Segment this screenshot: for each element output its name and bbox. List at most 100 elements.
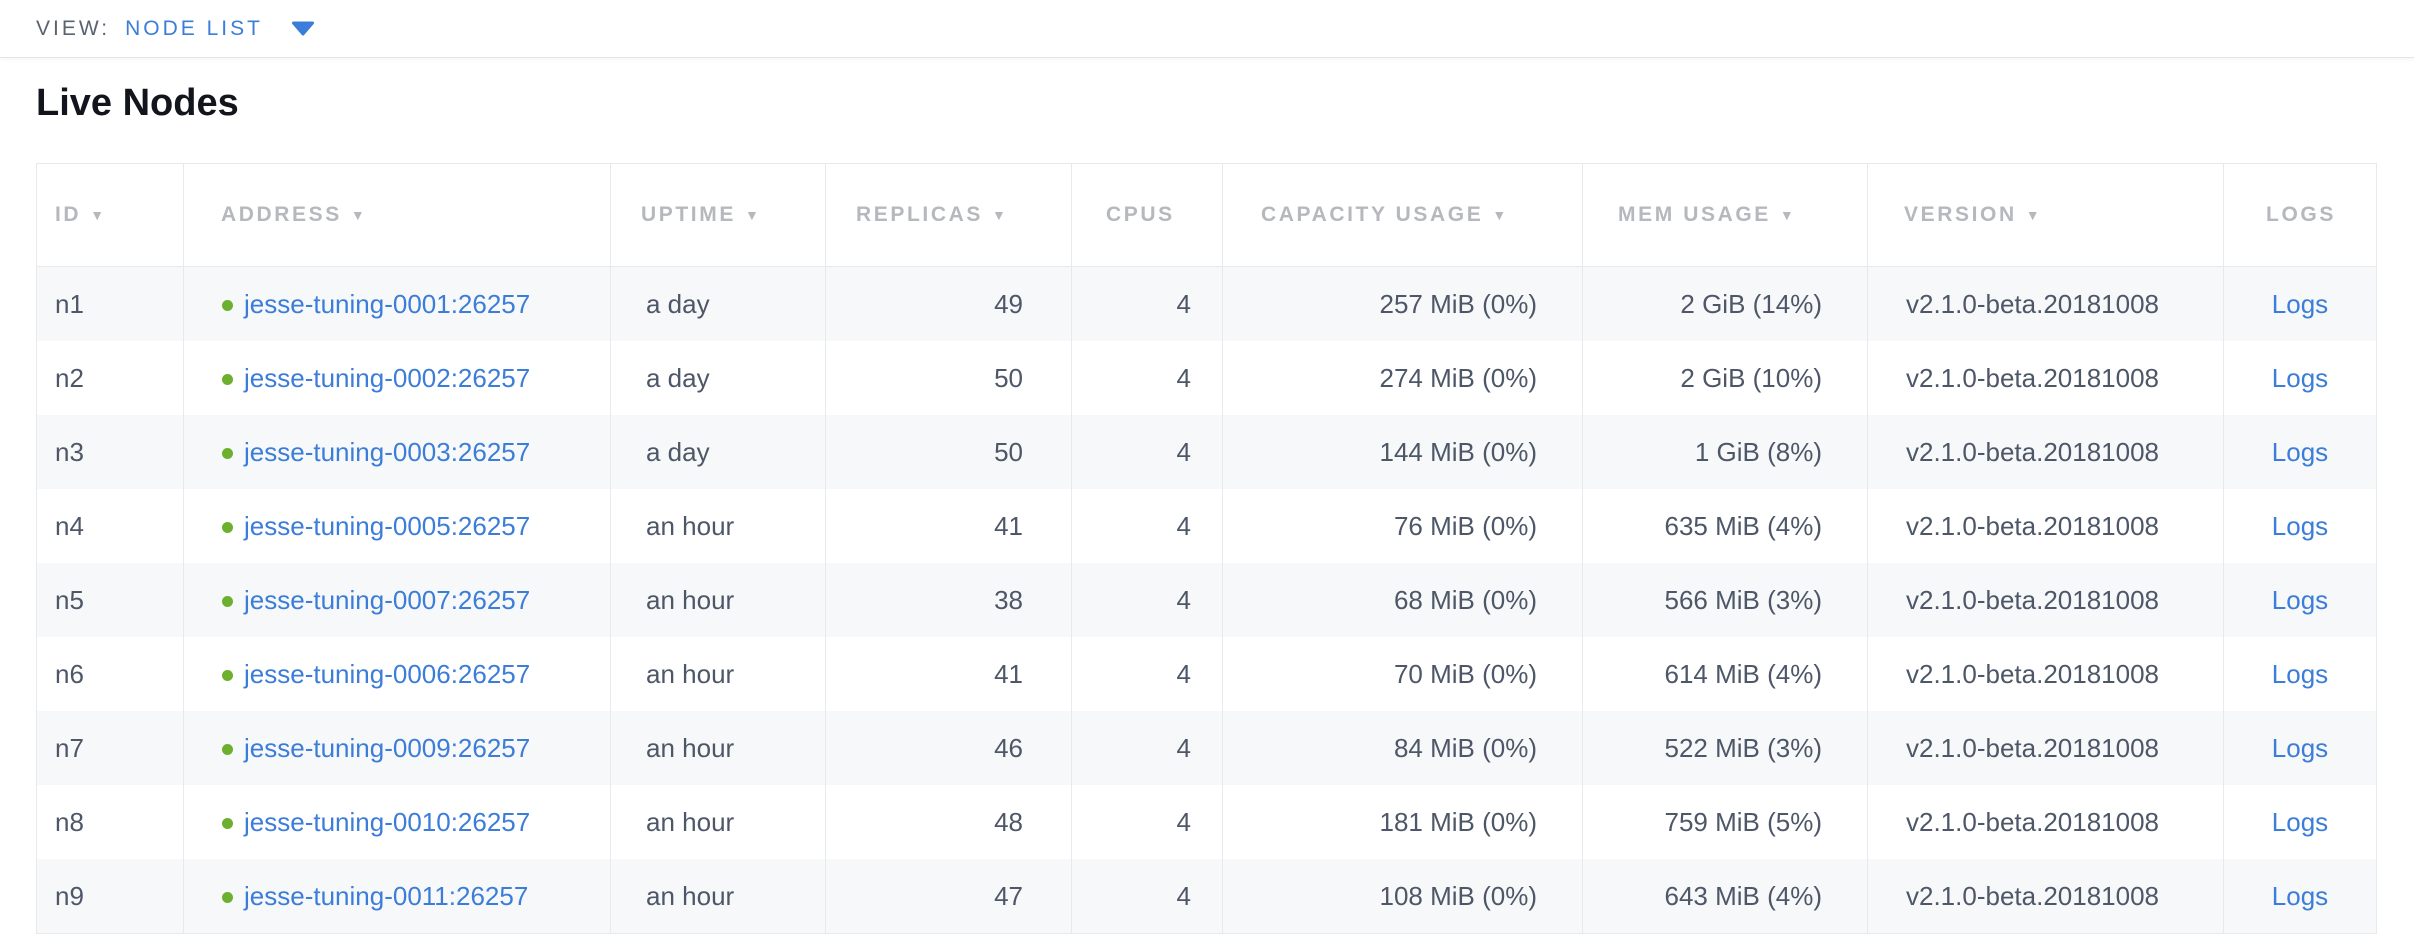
node-version: v2.1.0-beta.20181008 xyxy=(1906,584,2159,615)
node-live-status-dot-icon xyxy=(222,817,233,829)
node-id-cell: n9 xyxy=(37,859,184,934)
node-mem-usage-cell: 643 MiB (4%) xyxy=(1582,859,1868,934)
node-capacity-usage-cell: 257 MiB (0%) xyxy=(1222,266,1583,341)
node-id: n4 xyxy=(55,510,84,541)
table-row: n1 jesse-tuning-0001:26257 a day 49 4 25… xyxy=(36,266,2377,342)
node-uptime-cell: an hour xyxy=(610,859,826,934)
node-id-cell: n8 xyxy=(37,785,184,859)
node-logs-cell: Logs xyxy=(2223,859,2377,934)
node-cpus-cell: 4 xyxy=(1071,563,1223,637)
sort-caret-icon: ▼ xyxy=(1492,207,1509,223)
node-id-cell: n4 xyxy=(37,489,184,563)
live-nodes-table-container: ID ▼ ADDRESS ▼ UPTIME ▼ REPLICAS ▼ CPUS CAPA… xyxy=(36,163,2378,934)
node-capacity-usage: 257 MiB (0%) xyxy=(1379,288,1538,319)
node-address-link[interactable]: jesse-tuning-0003:26257 xyxy=(244,436,531,467)
view-selector-dropdown[interactable]: NODE LIST xyxy=(125,17,315,41)
node-address-link[interactable]: jesse-tuning-0009:26257 xyxy=(244,732,531,763)
node-version: v2.1.0-beta.20181008 xyxy=(1906,658,2159,689)
table-row: n6 jesse-tuning-0006:26257 an hour 41 4 … xyxy=(36,637,2377,711)
table-row: n7 jesse-tuning-0009:26257 an hour 46 4 … xyxy=(36,711,2377,785)
node-address-cell: jesse-tuning-0009:26257 xyxy=(183,711,611,785)
column-header-replicas[interactable]: REPLICAS ▼ xyxy=(825,163,1072,267)
node-replicas-cell: 47 xyxy=(825,859,1072,934)
node-version-cell: v2.1.0-beta.20181008 xyxy=(1867,859,2224,934)
node-mem-usage: 614 MiB (4%) xyxy=(1664,658,1823,689)
node-logs-cell: Logs xyxy=(2223,415,2377,489)
node-address-link[interactable]: jesse-tuning-0005:26257 xyxy=(244,510,531,541)
logs-link[interactable]: Logs xyxy=(2271,732,2329,763)
node-address-link[interactable]: jesse-tuning-0011:26257 xyxy=(244,880,529,911)
node-capacity-usage: 84 MiB (0%) xyxy=(1393,732,1537,763)
node-uptime-cell: a day xyxy=(610,341,826,415)
node-mem-usage: 643 MiB (4%) xyxy=(1664,880,1823,911)
node-mem-usage: 2 GiB (14%) xyxy=(1680,288,1822,319)
node-mem-usage: 759 MiB (5%) xyxy=(1664,806,1823,837)
node-cpus: 4 xyxy=(1176,362,1191,393)
column-header-address[interactable]: ADDRESS ▼ xyxy=(183,163,611,267)
node-address-link[interactable]: jesse-tuning-0002:26257 xyxy=(244,362,531,393)
node-uptime: an hour xyxy=(646,732,735,763)
node-replicas: 47 xyxy=(994,880,1023,911)
node-mem-usage: 566 MiB (3%) xyxy=(1664,584,1823,615)
column-header-cpus: CPUS xyxy=(1071,163,1223,267)
node-version-cell: v2.1.0-beta.20181008 xyxy=(1867,489,2224,563)
node-capacity-usage: 181 MiB (0%) xyxy=(1379,806,1538,837)
node-id: n9 xyxy=(55,880,84,911)
logs-link[interactable]: Logs xyxy=(2271,436,2329,467)
node-replicas-cell: 38 xyxy=(825,563,1072,637)
logs-link[interactable]: Logs xyxy=(2271,510,2329,541)
column-header-mem[interactable]: MEM USAGE ▼ xyxy=(1582,163,1868,267)
node-address-link[interactable]: jesse-tuning-0007:26257 xyxy=(244,584,531,615)
node-version-cell: v2.1.0-beta.20181008 xyxy=(1867,266,2224,341)
node-capacity-usage: 144 MiB (0%) xyxy=(1379,436,1538,467)
node-cpus-cell: 4 xyxy=(1071,266,1223,341)
node-address-cell: jesse-tuning-0001:26257 xyxy=(183,266,611,341)
column-header-label: CAPACITY USAGE xyxy=(1261,203,1484,226)
column-header-capacity[interactable]: CAPACITY USAGE ▼ xyxy=(1222,163,1583,267)
logs-link[interactable]: Logs xyxy=(2271,362,2329,393)
node-id: n3 xyxy=(55,436,84,467)
node-capacity-usage-cell: 108 MiB (0%) xyxy=(1222,859,1583,934)
column-header-version[interactable]: VERSION ▼ xyxy=(1867,163,2224,267)
node-cpus-cell: 4 xyxy=(1071,711,1223,785)
column-header-logs: LOGS xyxy=(2223,163,2377,267)
node-cpus: 4 xyxy=(1176,584,1191,615)
node-address-cell: jesse-tuning-0007:26257 xyxy=(183,563,611,637)
node-address-link[interactable]: jesse-tuning-0006:26257 xyxy=(244,658,531,689)
node-uptime-cell: an hour xyxy=(610,637,826,711)
node-version: v2.1.0-beta.20181008 xyxy=(1906,806,2159,837)
node-version: v2.1.0-beta.20181008 xyxy=(1906,288,2159,319)
node-version: v2.1.0-beta.20181008 xyxy=(1906,362,2159,393)
table-row: n9 jesse-tuning-0011:26257 an hour 47 4 … xyxy=(36,859,2377,934)
node-mem-usage-cell: 635 MiB (4%) xyxy=(1582,489,1868,563)
node-replicas-cell: 41 xyxy=(825,489,1072,563)
node-replicas-cell: 46 xyxy=(825,711,1072,785)
node-version: v2.1.0-beta.20181008 xyxy=(1906,436,2159,467)
node-address-cell: jesse-tuning-0010:26257 xyxy=(183,785,611,859)
column-header-id[interactable]: ID ▼ xyxy=(36,163,184,267)
node-id: n2 xyxy=(55,362,84,393)
logs-link[interactable]: Logs xyxy=(2271,658,2329,689)
node-address-link[interactable]: jesse-tuning-0010:26257 xyxy=(244,806,531,837)
node-id: n7 xyxy=(55,732,84,763)
node-replicas: 50 xyxy=(994,436,1023,467)
node-uptime: an hour xyxy=(646,658,735,689)
node-capacity-usage-cell: 144 MiB (0%) xyxy=(1222,415,1583,489)
logs-link[interactable]: Logs xyxy=(2271,288,2329,319)
logs-link[interactable]: Logs xyxy=(2271,806,2329,837)
node-uptime: an hour xyxy=(646,584,735,615)
node-mem-usage-cell: 2 GiB (14%) xyxy=(1582,266,1868,341)
node-address-link[interactable]: jesse-tuning-0001:26257 xyxy=(244,288,531,319)
node-capacity-usage-cell: 84 MiB (0%) xyxy=(1222,711,1583,785)
column-header-label: CPUS xyxy=(1106,203,1175,226)
node-logs-cell: Logs xyxy=(2223,489,2377,563)
logs-link[interactable]: Logs xyxy=(2271,880,2329,911)
node-replicas: 46 xyxy=(994,732,1023,763)
node-address-cell: jesse-tuning-0003:26257 xyxy=(183,415,611,489)
node-mem-usage: 1 GiB (8%) xyxy=(1694,436,1822,467)
node-id-cell: n1 xyxy=(37,267,184,342)
column-header-uptime[interactable]: UPTIME ▼ xyxy=(610,163,826,267)
logs-link[interactable]: Logs xyxy=(2271,584,2329,615)
node-version-cell: v2.1.0-beta.20181008 xyxy=(1867,415,2224,489)
node-uptime: an hour xyxy=(646,806,735,837)
